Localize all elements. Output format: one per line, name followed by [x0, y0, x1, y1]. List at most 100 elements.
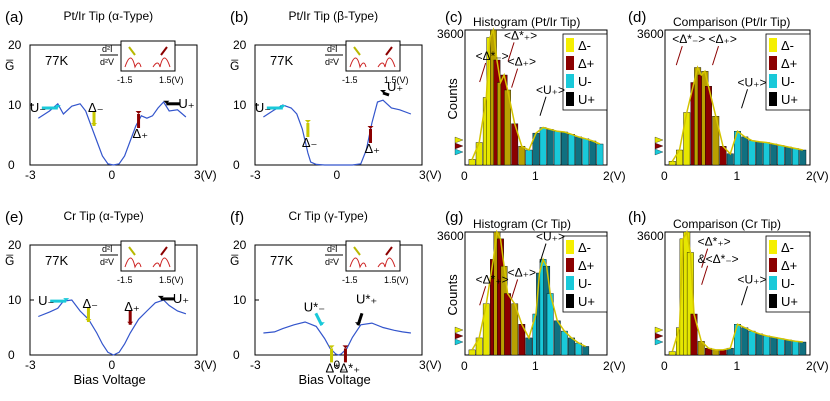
axis-marker: [454, 142, 464, 150]
legend-label: Δ-: [578, 240, 591, 255]
histogram-bar: [561, 131, 568, 166]
inset-curve: [349, 257, 396, 269]
annotation-arrowhead: [135, 111, 142, 114]
inset-formula-denominator: d²V: [100, 257, 114, 267]
annotation-label: Δ*₋: [326, 360, 347, 375]
y-tick-label: 10: [8, 98, 22, 112]
x-tick-label: 3(V): [419, 168, 442, 182]
legend-swatch: [566, 240, 574, 254]
inset-arrow: [160, 46, 168, 56]
legend-label: U+: [781, 294, 798, 309]
annotation-label: U₊: [173, 291, 189, 306]
panel-a: (a) Pt/Ir Tip (α-Type) 0 10 20 G̅ -3 0 3(V) 77K d²…: [5, 9, 217, 182]
histogram-envelope: [471, 27, 601, 160]
x-tick-label: -3: [250, 358, 261, 372]
histogram-envelope: [471, 229, 587, 351]
histogram-bar: [561, 330, 568, 356]
annotation-label: <Δ₊>: [709, 32, 737, 46]
axis-marker: [454, 338, 464, 346]
inset-arrow: [353, 46, 361, 56]
annotation-label: U₋: [38, 293, 54, 308]
histogram-bar: [575, 136, 582, 166]
histogram-bar: [582, 138, 590, 166]
annotation-label: <U₊>: [738, 272, 767, 286]
inset-arrow: [128, 246, 136, 256]
x-tick-label: 1: [734, 359, 741, 373]
panel-title: Histogram (Cr Tip): [473, 217, 571, 231]
histogram-bar: [799, 341, 807, 356]
inset-curve: [124, 257, 171, 269]
x-tick-label: 0: [109, 358, 116, 372]
annotation-arrowhead: [304, 120, 311, 123]
axis-marker: [654, 326, 664, 334]
annotation-label: Δ*₊: [339, 360, 360, 375]
legend-swatch: [769, 276, 777, 290]
annotation-label: <Δ₊>: [508, 55, 536, 69]
x-tick-label: 0: [661, 169, 668, 183]
annotation-label: U₊: [387, 79, 403, 94]
panel-e: (e) Cr Tip (α-Type) 0 10 20 G̅ -3 0 3(V) Bias Vol…: [5, 209, 217, 387]
x-tick-label: 2(V): [603, 169, 626, 183]
inset-formula-numerator: d²I: [327, 244, 338, 254]
annotation-arrowhead: [54, 105, 61, 108]
y-axis-label: G̅: [5, 254, 14, 268]
legend-label: U-: [781, 74, 795, 89]
panel-title: Cr Tip (α-Type): [64, 209, 144, 223]
temperature-label: 77K: [45, 53, 68, 68]
panel-title: Pt/Ir Tip (β-Type): [289, 9, 379, 23]
inset-formula-denominator: d²V: [100, 57, 114, 67]
annotation-label: <U₊>: [738, 75, 767, 89]
y-tick-label: 20: [8, 38, 22, 52]
annotation-label: Δ₋: [302, 135, 318, 150]
legend-swatch: [769, 258, 777, 272]
y-axis-label: G̅: [230, 254, 239, 268]
y-tick-label: 3600: [637, 229, 664, 243]
x-tick-label: 0: [661, 359, 668, 373]
legend-label: Δ+: [781, 56, 797, 71]
panel-label: (g): [445, 209, 463, 226]
axis-marker: [454, 136, 464, 144]
annotation-arrowhead: [85, 319, 92, 322]
y-tick-label: 10: [233, 98, 247, 112]
histogram-bar: [546, 129, 554, 166]
panel-title: Comparison (Cr Tip): [673, 217, 781, 231]
inset-box: [120, 240, 176, 272]
inset-formula-denominator: d²V: [325, 57, 339, 67]
inset-formula-numerator: d²I: [102, 44, 113, 54]
annotation-arrowhead: [318, 322, 325, 326]
histogram-bar: [475, 142, 483, 166]
histogram-envelope: [671, 229, 803, 352]
legend-swatch: [769, 240, 777, 254]
panel-title: Histogram (Pt/Ir Tip): [473, 15, 580, 29]
annotation-arrow: [382, 91, 390, 97]
panel-label: (f): [230, 209, 244, 226]
x-tick-label: -3: [25, 358, 36, 372]
histogram-bar: [792, 148, 799, 166]
x-tick-label: 3(V): [194, 168, 217, 182]
histogram-bar: [784, 146, 792, 166]
histogram-bar: [763, 335, 770, 356]
panel-label: (b): [230, 9, 248, 26]
axis-marker: [454, 332, 464, 340]
y-tick-label: 0: [8, 158, 15, 172]
histogram-bar: [755, 141, 763, 166]
legend-label: Δ+: [578, 258, 594, 273]
legend-swatch: [566, 92, 574, 106]
histogram-bar: [668, 161, 676, 166]
legend-swatch: [769, 74, 777, 88]
legend-label: Δ-: [781, 38, 794, 53]
y-tick-label: 10: [8, 293, 22, 307]
axis-marker: [654, 332, 664, 340]
y-tick-label: 0: [233, 158, 240, 172]
annotation-arrowhead: [91, 123, 98, 126]
annotation-label: U₋: [255, 100, 271, 115]
temperature-label: 77K: [270, 53, 293, 68]
temperature-label: 77K: [45, 253, 68, 268]
annotation-arrowhead: [279, 105, 286, 108]
legend-swatch: [566, 258, 574, 272]
histogram-bar: [553, 320, 561, 356]
inset-box: [120, 40, 176, 72]
annotation-arrow: [511, 279, 519, 299]
panel-label: (e): [5, 209, 23, 226]
y-axis-label: Counts: [445, 78, 460, 120]
